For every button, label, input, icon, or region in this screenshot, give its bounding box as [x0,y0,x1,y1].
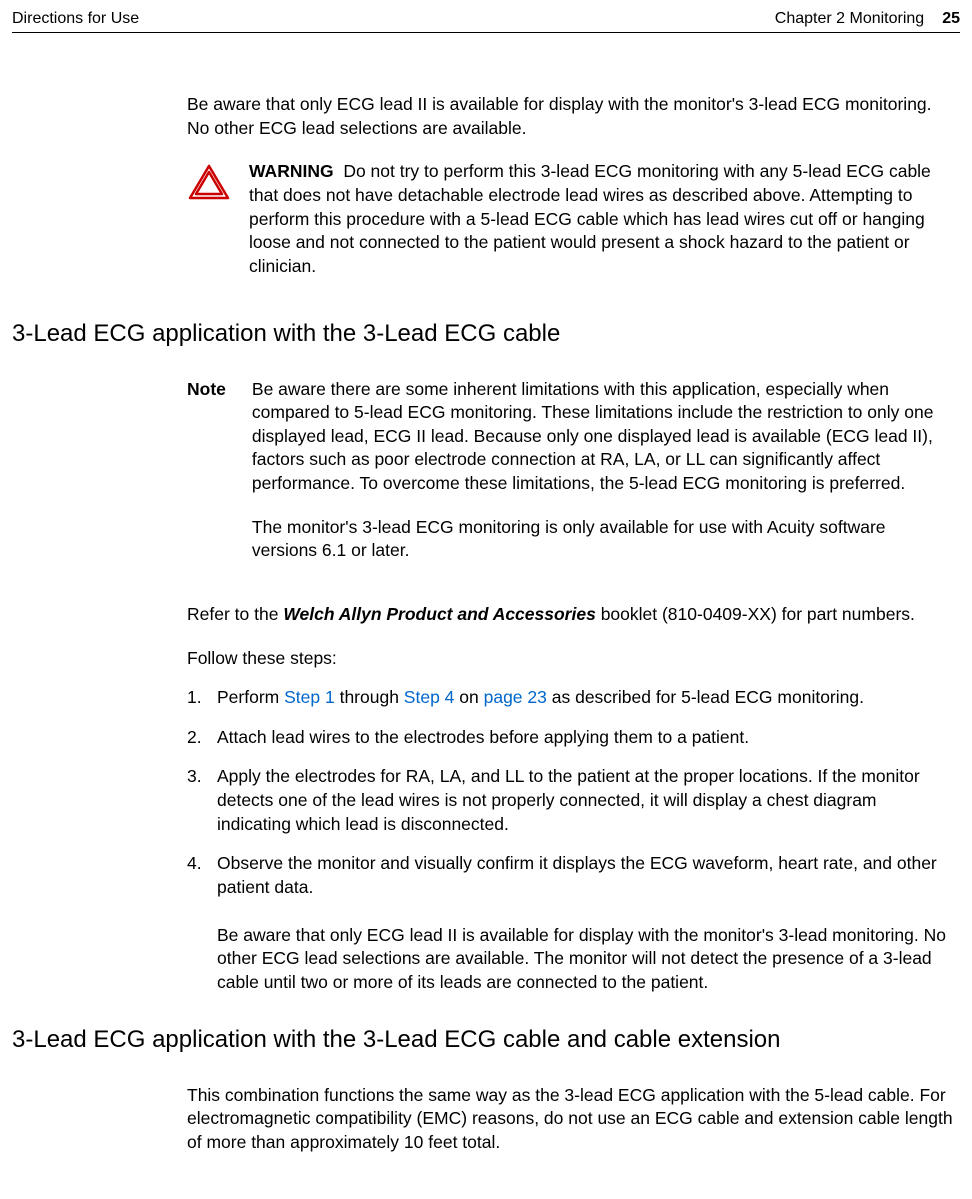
warning-callout: WARNING Do not try to perform this 3-lea… [187,160,955,278]
step-2: Attach lead wires to the electrodes befo… [187,726,955,750]
closing-paragraph: Be aware that only ECG lead II is availa… [187,924,955,995]
page-content: Be aware that only ECG lead II is availa… [12,93,960,1155]
refer-paragraph: Refer to the Welch Allyn Product and Acc… [187,603,955,627]
step1-pre: Perform [217,687,284,707]
step1-mid2: on [454,687,483,707]
note-label: Note [187,378,226,402]
header-chapter: Chapter 2 Monitoring [775,10,924,28]
header-page-number: 25 [942,10,960,28]
section-heading-3lead-cable: 3-Lead ECG application with the 3-Lead E… [12,318,955,349]
step-4: Observe the monitor and visually confirm… [187,852,955,899]
refer-booklet-title: Welch Allyn Product and Accessories [283,604,596,624]
follow-steps-line: Follow these steps: [187,647,955,671]
steps-list: Perform Step 1 through Step 4 on page 23… [187,686,955,899]
step1-link-page23[interactable]: page 23 [484,687,547,707]
header-right: Chapter 2 Monitoring 25 [775,10,960,28]
note-callout: Note Be aware there are some inherent li… [187,378,955,583]
page-header: Directions for Use Chapter 2 Monitoring … [12,10,960,33]
header-left: Directions for Use [12,10,139,28]
section2-paragraph: This combination functions the same way … [187,1084,955,1155]
step1-link-step4[interactable]: Step 4 [404,687,455,707]
step-1: Perform Step 1 through Step 4 on page 23… [187,686,955,710]
refer-pre: Refer to the [187,604,283,624]
refer-post: booklet (810-0409-XX) for part numbers. [596,604,915,624]
step1-link-step1[interactable]: Step 1 [284,687,335,707]
step1-post: as described for 5-lead ECG monitoring. [547,687,864,707]
section-heading-3lead-extension: 3-Lead ECG application with the 3-Lead E… [12,1024,955,1055]
warning-label: WARNING [249,161,334,181]
warning-text: Do not try to perform this 3-lead ECG mo… [249,161,931,276]
note-paragraph-2: The monitor's 3-lead ECG monitoring is o… [252,516,955,563]
step1-mid1: through [335,687,404,707]
warning-body: WARNING Do not try to perform this 3-lea… [249,160,955,278]
warning-triangle-icon [187,160,231,208]
step-3: Apply the electrodes for RA, LA, and LL … [187,765,955,836]
note-body: Be aware there are some inherent limitat… [252,378,955,583]
intro-paragraph: Be aware that only ECG lead II is availa… [187,93,955,140]
note-paragraph-1: Be aware there are some inherent limitat… [252,378,955,496]
